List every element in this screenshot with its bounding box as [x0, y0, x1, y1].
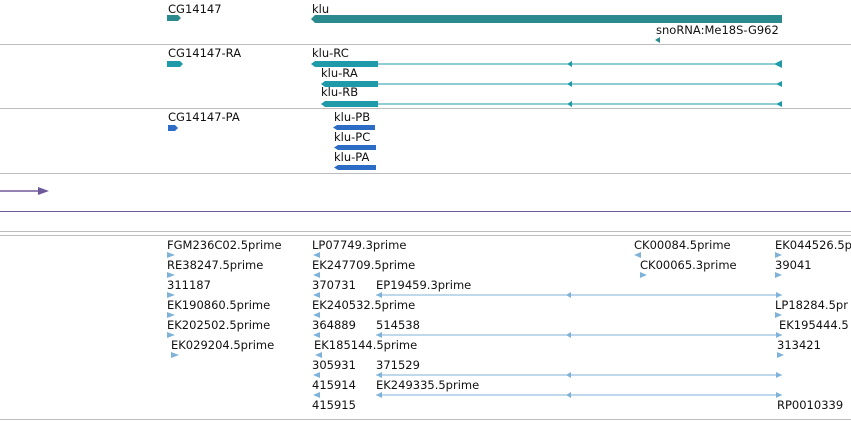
est-track: FGM236C02.5prime LP07749.3prime CK00084.…: [0, 236, 851, 421]
protein-glyphs: [168, 125, 376, 170]
protein-label[interactable]: CG14147-PA: [168, 110, 240, 124]
track-separator: [0, 44, 851, 45]
track-separator: [0, 235, 851, 236]
gene-label-cg14147[interactable]: CG14147: [168, 2, 222, 16]
est-label[interactable]: RE38247.5prime: [167, 258, 264, 272]
protein-label[interactable]: klu-PC: [334, 130, 371, 144]
est-label[interactable]: EK195444.5: [779, 318, 849, 332]
feature-track: [0, 174, 851, 211]
protein-klu-pb-glyph: [333, 125, 375, 130]
protein-cg14147-pa-glyph: [168, 125, 178, 131]
gene-klu-glyph: [311, 15, 782, 23]
est-label[interactable]: 364889: [312, 318, 356, 332]
gene-track: CG14147 klu snoRNA:Me18S-G962: [0, 0, 851, 44]
est-label[interactable]: EP19459.3prime: [376, 278, 472, 292]
transcript-track: CG14147-RA klu-RC klu-RA klu-RB: [0, 45, 851, 108]
est-label[interactable]: LP07749.3prime: [312, 238, 407, 252]
est-label[interactable]: RP0010339: [777, 398, 844, 412]
gene-label-snorna[interactable]: snoRNA:Me18S-G962: [656, 23, 779, 37]
track-separator: [0, 173, 851, 174]
transcript-cg14147-ra-glyph: [167, 61, 183, 67]
est-label[interactable]: EK190860.5prime: [167, 298, 271, 312]
est-label[interactable]: CK00084.5prime: [634, 238, 731, 252]
protein-label[interactable]: klu-PB: [334, 110, 371, 124]
feature-glyphs: [0, 187, 49, 195]
est-label[interactable]: 305931: [312, 358, 356, 372]
track-separator: [0, 419, 851, 420]
est-glyphs: [167, 252, 784, 398]
track-separator: [0, 231, 851, 232]
transcript-klu-rb-glyph: [321, 101, 782, 107]
est-label[interactable]: 39041: [775, 258, 812, 272]
purple-separator: [0, 211, 851, 212]
est-label[interactable]: LP18284.5pr: [775, 298, 848, 312]
transcript-glyphs: [167, 60, 782, 107]
track-separator: [0, 108, 851, 109]
snorna-glyph: [655, 37, 660, 43]
est-label[interactable]: EK029204.5prime: [171, 338, 275, 352]
est-label[interactable]: EK240532.5prime: [312, 298, 416, 312]
est-label[interactable]: 371529: [376, 358, 420, 372]
gene-glyphs: [167, 15, 782, 43]
est-label[interactable]: 415914: [312, 378, 356, 392]
protein-klu-pc-glyph: [334, 145, 376, 150]
est-label[interactable]: 313421: [777, 338, 821, 352]
gene-label-klu[interactable]: klu: [312, 2, 330, 16]
est-label[interactable]: 415915: [312, 398, 356, 412]
est-label[interactable]: EK185144.5prime: [314, 338, 418, 352]
protein-track: CG14147-PA klu-PB klu-PC klu-PA: [0, 109, 851, 173]
transcript-klu-rc-glyph: [311, 60, 782, 68]
gene-cg14147-glyph: [167, 15, 181, 21]
est-label[interactable]: EK202502.5prime: [167, 318, 271, 332]
transcript-label[interactable]: klu-RA: [321, 66, 358, 80]
transcript-label[interactable]: klu-RC: [312, 46, 349, 60]
est-label[interactable]: CK00065.3prime: [640, 258, 737, 272]
transcript-label[interactable]: CG14147-RA: [168, 46, 242, 60]
est-label[interactable]: FGM236C02.5prime: [167, 238, 282, 252]
est-label[interactable]: EK249335.5prime: [376, 378, 480, 392]
est-label[interactable]: EK044526.5p: [775, 238, 851, 252]
protein-klu-pa-glyph: [334, 165, 376, 170]
est-label[interactable]: 311187: [167, 278, 211, 292]
protein-label[interactable]: klu-PA: [334, 150, 370, 164]
est-label[interactable]: 514538: [376, 318, 420, 332]
transcript-label[interactable]: klu-RB: [321, 85, 359, 99]
est-label[interactable]: EK247709.5prime: [312, 258, 416, 272]
feature-arrow-glyph: [38, 187, 49, 195]
est-label[interactable]: 370731: [312, 278, 356, 292]
transcript-klu-ra-glyph: [321, 81, 782, 87]
